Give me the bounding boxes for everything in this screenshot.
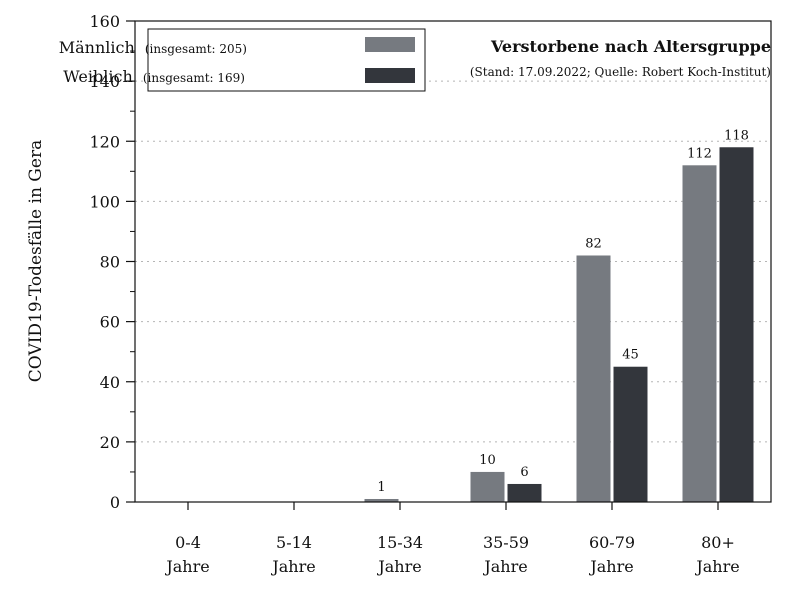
x-tick-label-unit: Jahre: [270, 557, 315, 576]
x-tick-label-unit: Jahre: [376, 557, 421, 576]
y-axis: 0 20 40 60 80 100 120 140 160: [89, 12, 135, 512]
bars: [364, 147, 754, 503]
bar-weiblich: [719, 147, 754, 502]
data-labels: 1 10 6 82 45 112 118: [377, 128, 749, 495]
y-tick-label: 20: [100, 433, 120, 452]
y-tick-label: 120: [89, 132, 120, 151]
y-tick-label: 80: [100, 253, 120, 272]
x-tick-label: 35-59: [483, 533, 529, 552]
bar-maennlich: [682, 165, 717, 503]
bar-maennlich: [470, 471, 505, 502]
data-label-weiblich: 118: [724, 128, 749, 143]
bar-weiblich: [613, 366, 648, 502]
y-tick-label: 160: [89, 12, 120, 31]
data-label-maennlich: 82: [585, 236, 602, 251]
legend-note-weiblich: (insgesamt: 169): [143, 71, 245, 85]
x-tick-label-unit: Jahre: [694, 557, 739, 576]
legend-entry-weiblich: Weiblich (insgesamt: 169): [63, 67, 245, 86]
x-axis: 0-4 Jahre 5-14 Jahre 15-34 Jahre 35-59 Jahre 60-…: [164, 502, 740, 576]
x-tick-label-unit: Jahre: [482, 557, 527, 576]
legend-label-maennlich: Männlich: [59, 38, 135, 57]
x-tick-label: 80+: [701, 533, 735, 552]
legend-swatch-weiblich: [365, 68, 415, 83]
legend-label-weiblich: Weiblich: [63, 67, 132, 86]
data-label-maennlich: 10: [479, 453, 496, 468]
data-label-maennlich: 112: [687, 146, 712, 161]
x-tick-label: 60-79: [589, 533, 635, 552]
data-label-weiblich: 45: [622, 348, 639, 363]
bar-weiblich: [507, 483, 542, 502]
y-tick-label: 140: [89, 72, 120, 91]
y-tick-label: 60: [100, 313, 120, 332]
legend: Männlich (insgesamt: 205) Weiblich (insg…: [59, 28, 426, 92]
y-tick-label: 40: [100, 373, 120, 392]
x-tick-label-unit: Jahre: [588, 557, 633, 576]
bar-maennlich: [576, 255, 611, 502]
x-tick-label-unit: Jahre: [164, 557, 209, 576]
x-tick-label: 15-34: [377, 533, 423, 552]
y-tick-label: 0: [110, 493, 120, 512]
data-label-maennlich: 1: [377, 480, 385, 495]
x-tick-label: 5-14: [276, 533, 312, 552]
legend-note-maennlich: (insgesamt: 205): [145, 42, 247, 56]
x-tick-label: 0-4: [175, 533, 201, 552]
gridlines: [135, 80, 771, 443]
bar-maennlich: [364, 498, 399, 502]
legend-swatch-maennlich: [365, 37, 415, 52]
data-label-weiblich: 6: [520, 465, 528, 480]
legend-entry-maennlich: Männlich (insgesamt: 205): [59, 38, 247, 57]
y-axis-label: COVID19-Todesfälle in Gera: [26, 140, 46, 382]
chart-title: Verstorbene nach Altersgruppe: [490, 37, 771, 56]
y-tick-label: 100: [89, 192, 120, 211]
chart-subtitle: (Stand: 17.09.2022; Quelle: Robert Koch-…: [470, 65, 771, 79]
